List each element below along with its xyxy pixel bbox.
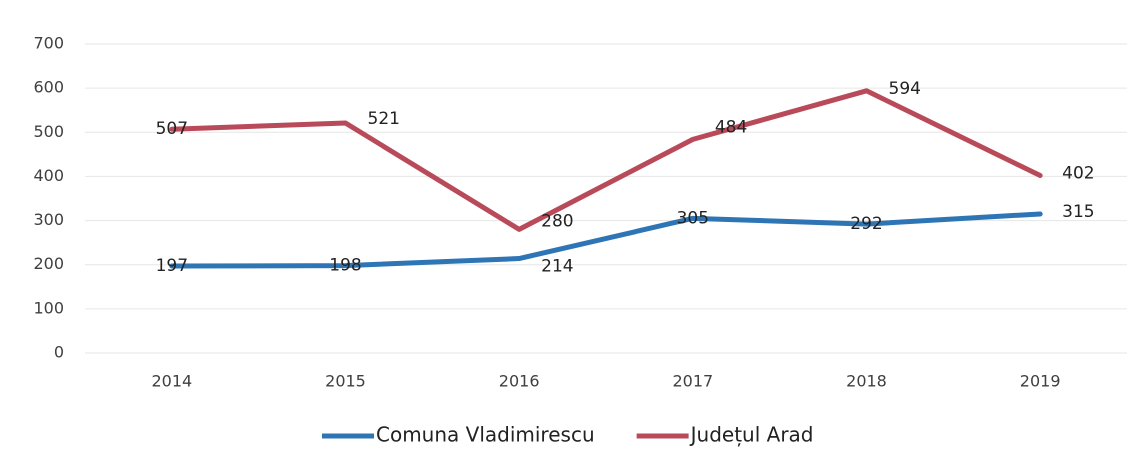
data-label: 521: [368, 109, 400, 129]
data-label: 507: [156, 119, 188, 139]
y-tick-label: 600: [33, 78, 64, 97]
y-tick-label: 0: [54, 343, 64, 362]
x-tick-label: 2018: [846, 372, 887, 391]
y-tick-label: 100: [33, 298, 64, 317]
data-label: 305: [677, 208, 709, 228]
data-label: 292: [850, 214, 882, 234]
series-line: [169, 88, 1043, 232]
x-tick-label: 2015: [325, 372, 366, 391]
data-label: 315: [1062, 202, 1094, 222]
y-tick-label: 500: [33, 122, 64, 141]
y-tick-label: 300: [33, 210, 64, 229]
y-tick-label: 200: [33, 254, 64, 273]
data-label: 197: [156, 256, 188, 276]
data-label: 198: [329, 256, 361, 276]
y-tick-label: 400: [33, 166, 64, 185]
legend-label: Județul Arad: [689, 423, 814, 447]
data-label: 594: [889, 79, 921, 99]
y-tick-label: 700: [33, 34, 64, 53]
x-tick-label: 2014: [151, 372, 192, 391]
series-line: [169, 211, 1043, 269]
data-label: 484: [715, 117, 747, 137]
data-label: 214: [541, 257, 573, 277]
x-tick-label: 2017: [672, 372, 713, 391]
x-tick-label: 2016: [499, 372, 540, 391]
data-label: 402: [1062, 164, 1094, 184]
x-tick-label: 2019: [1020, 372, 1061, 391]
legend-label: Comuna Vladimirescu: [376, 423, 595, 447]
data-label: 280: [541, 211, 573, 231]
